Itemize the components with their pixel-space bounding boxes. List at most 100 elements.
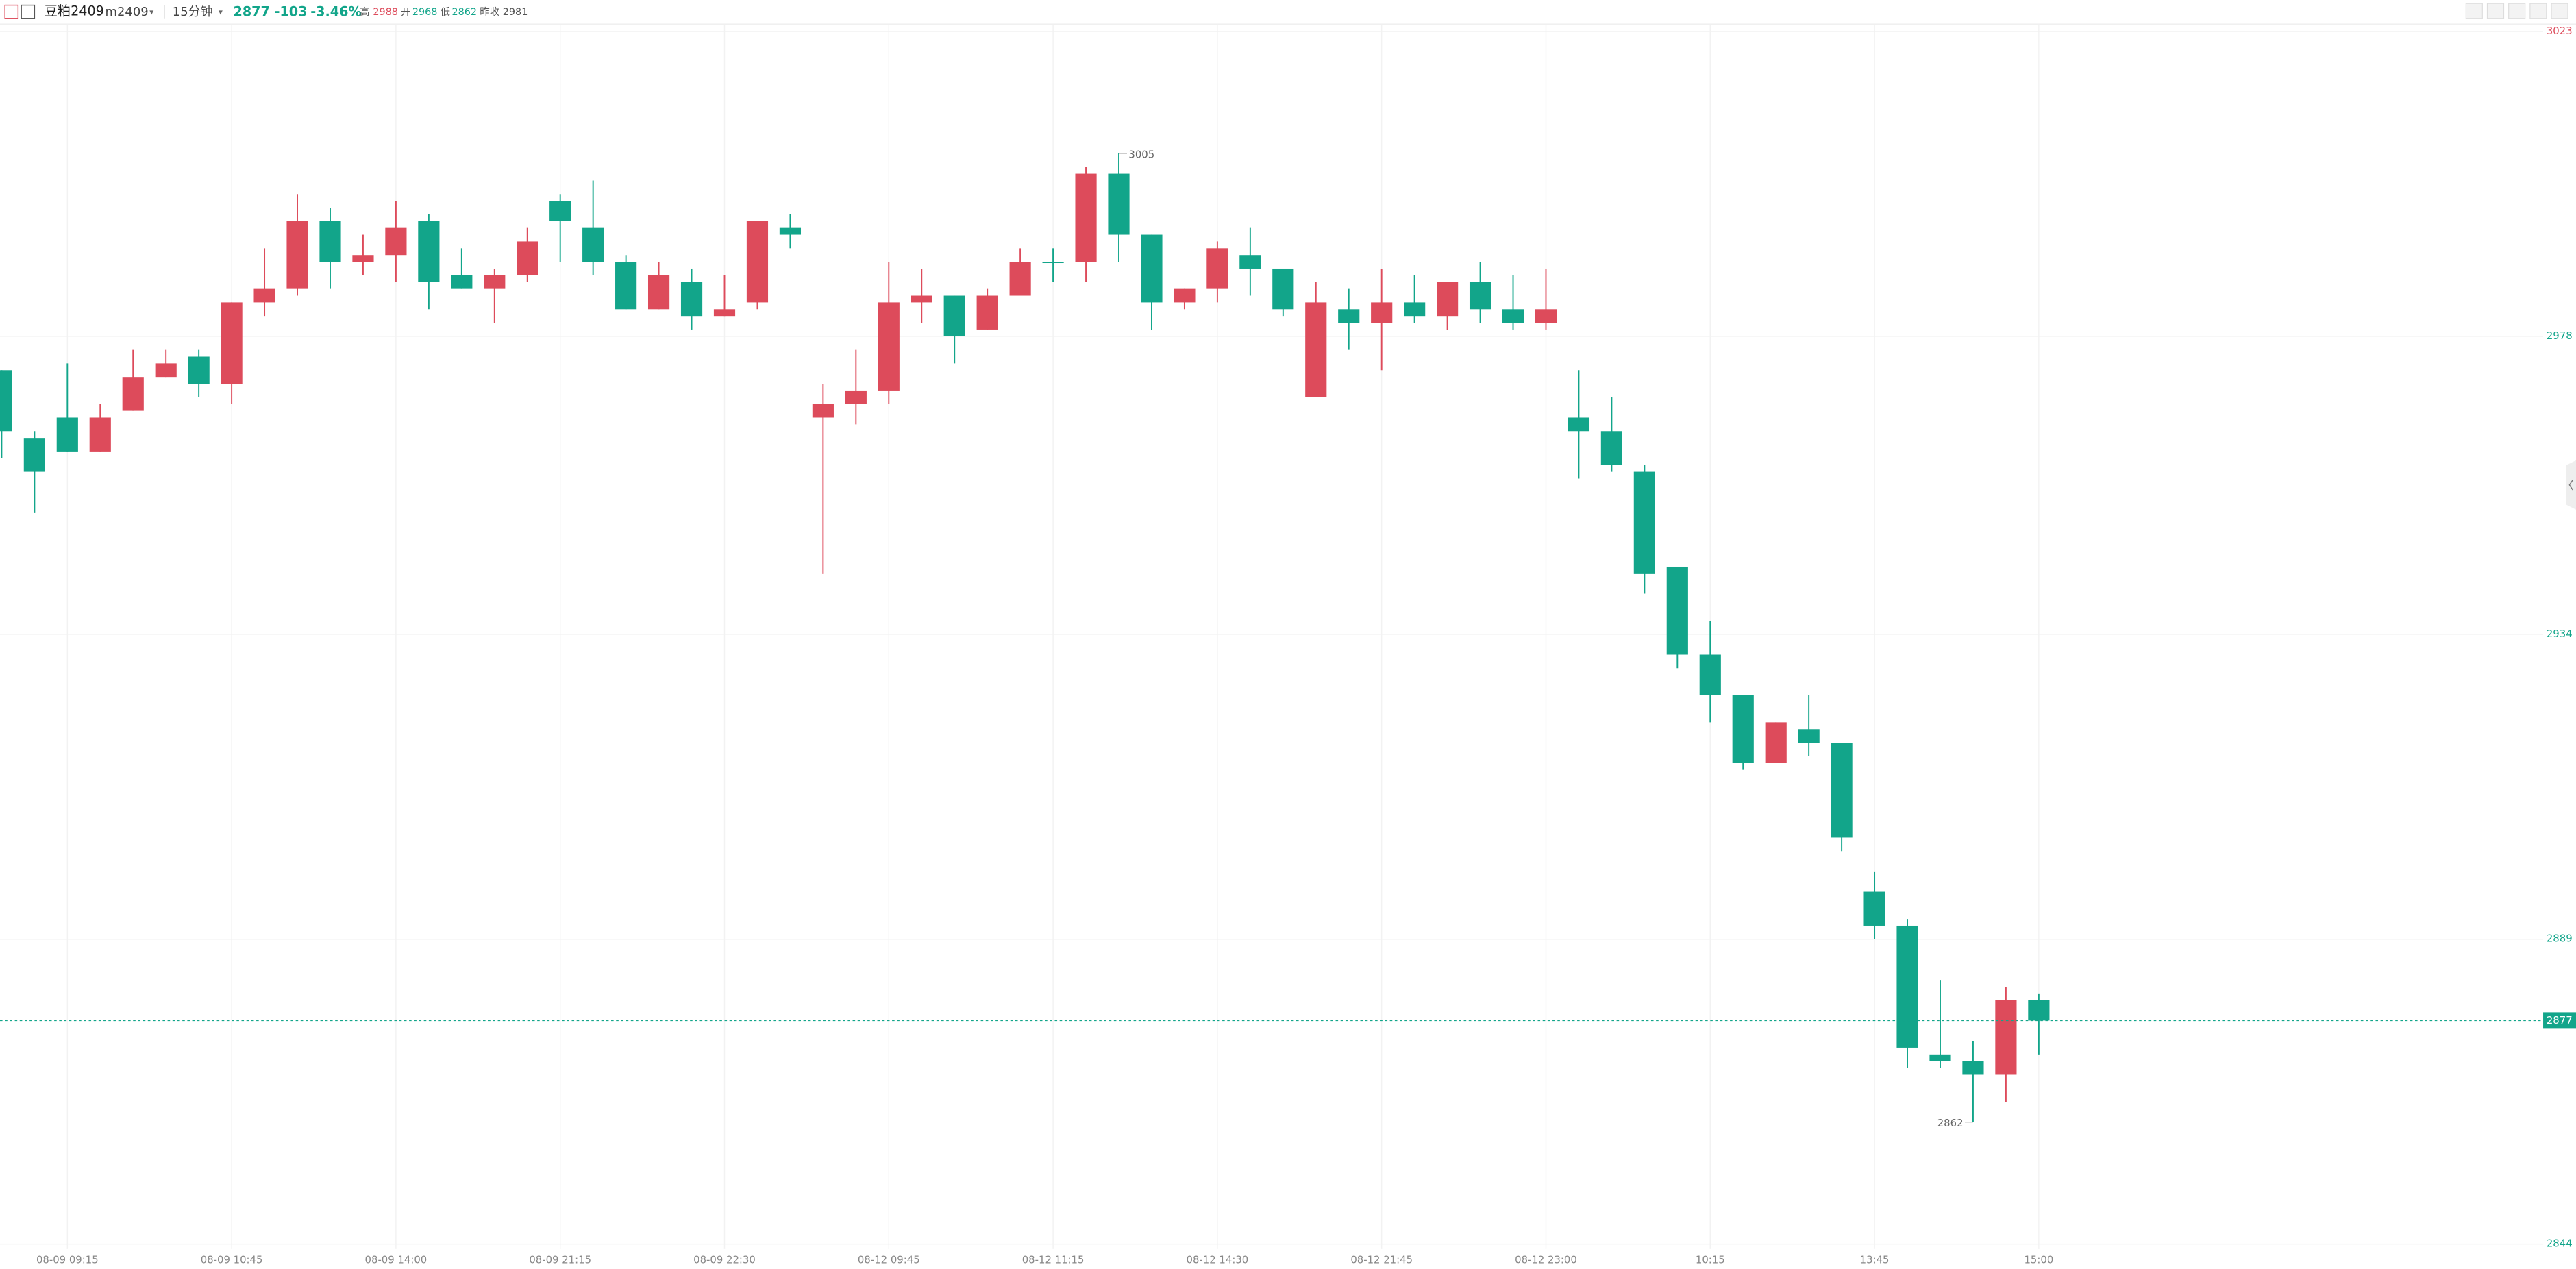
candle-body [1502, 309, 1524, 323]
period[interactable]: 15分钟 [173, 5, 213, 19]
stat-value: 2981 [503, 7, 528, 18]
candle-body [1732, 695, 1754, 763]
tool-button[interactable] [2508, 3, 2526, 19]
x-tick-label: 08-12 23:00 [1515, 1254, 1577, 1266]
candle-body [582, 227, 604, 262]
candle-body [286, 221, 308, 289]
candle-body [1371, 302, 1393, 323]
candle-body [845, 390, 867, 404]
candle-body [319, 221, 341, 262]
x-tick-label: 08-09 10:45 [201, 1254, 263, 1266]
stat-label: 低 [441, 6, 450, 18]
x-tick-label: 15:00 [2024, 1254, 2053, 1266]
candle-body [23, 438, 45, 472]
side-tab-arrow [2568, 480, 2573, 491]
last-price: 2877 [234, 3, 270, 19]
toolbar [2465, 3, 2568, 19]
candle-body [713, 309, 736, 317]
candle-body [1929, 1054, 1951, 1061]
candle-body [1896, 925, 1918, 1048]
stat-value: 2988 [373, 7, 398, 18]
candle-body [878, 302, 900, 391]
candle-body [517, 241, 538, 275]
y-tick-label: 2844 [2547, 1237, 2573, 1250]
tool-button[interactable] [2486, 3, 2505, 19]
candle-body [680, 282, 703, 317]
candle-body [1600, 431, 1622, 465]
icon[interactable] [21, 4, 36, 19]
candle-body [1239, 255, 1261, 269]
candle-body [1765, 722, 1787, 763]
candle-body [1141, 234, 1163, 303]
candle-body [418, 221, 440, 282]
candle-body [1995, 1000, 2017, 1075]
candle-body [56, 417, 78, 452]
low-marker: 2862 [1937, 1117, 1964, 1129]
dropdown-arrow[interactable]: ▾ [219, 7, 223, 16]
candle-body [221, 302, 243, 384]
candle-body [812, 404, 834, 418]
stat-label: 高 [360, 6, 369, 18]
side-tab[interactable] [2566, 460, 2576, 510]
dropdown-arrow[interactable]: ▾ [149, 7, 153, 16]
candle-body [1305, 302, 1327, 397]
candle-body [1666, 566, 1688, 655]
x-tick-label: 08-09 14:00 [365, 1254, 428, 1266]
change: -103 [274, 3, 307, 19]
candle-body [1206, 248, 1228, 289]
stat-value: 2862 [451, 7, 477, 18]
candle-body [1108, 173, 1130, 235]
candle-body [122, 377, 144, 411]
candle-body [1469, 282, 1491, 310]
stat-label: 昨收 [480, 6, 499, 18]
candle-body [2028, 1000, 2050, 1021]
tool-button[interactable] [2551, 3, 2568, 19]
last-price-box [2543, 1012, 2576, 1029]
candle-body [253, 288, 275, 303]
candle-body [1075, 173, 1097, 262]
code[interactable]: m2409 [105, 5, 148, 19]
y-tick-label: 2978 [2547, 330, 2573, 342]
candle-body [943, 295, 965, 336]
candle-body [549, 201, 571, 221]
change-pct: -3.46% [310, 3, 361, 19]
candle-body [1699, 654, 1721, 695]
candle-body [911, 295, 932, 303]
candle-body [1272, 268, 1294, 310]
candle-body [188, 356, 210, 384]
candle-body [451, 275, 473, 289]
symbol[interactable]: 豆粕2409 [45, 3, 104, 19]
candle-body [1568, 417, 1590, 432]
candle-body [385, 227, 407, 256]
candle-body [1174, 288, 1196, 303]
x-tick-label: 10:15 [1696, 1254, 1725, 1266]
x-tick-label: 08-12 11:15 [1022, 1254, 1085, 1266]
stat-value: 2968 [412, 7, 438, 18]
candle-body [1863, 891, 1885, 926]
x-tick-label: 08-09 22:30 [693, 1254, 756, 1266]
candle-body [1437, 282, 1459, 317]
icon[interactable] [4, 4, 19, 19]
candle-body [1404, 302, 1426, 317]
y-tick-label: 3023 [2547, 25, 2573, 37]
x-tick-label: 08-12 21:45 [1350, 1254, 1413, 1266]
last-price-label: 2877 [2547, 1014, 2573, 1026]
candle-body [352, 255, 374, 262]
x-tick-label: 13:45 [1860, 1254, 1890, 1266]
x-tick-label: 08-12 14:30 [1187, 1254, 1249, 1266]
candle-body [89, 417, 111, 452]
x-tick-label: 08-09 21:15 [529, 1254, 591, 1266]
stat-label: 开 [401, 7, 410, 18]
y-tick-label: 2889 [2547, 933, 2573, 945]
high-marker: 3005 [1128, 148, 1154, 160]
x-tick-label: 08-09 09:15 [36, 1254, 99, 1266]
candle-body [1798, 729, 1820, 743]
candle-body [615, 262, 637, 310]
candle-body [1962, 1061, 1984, 1075]
tool-button[interactable] [2465, 3, 2483, 19]
candle-body [1009, 262, 1031, 296]
tool-button[interactable] [2529, 3, 2547, 19]
candle-body [647, 275, 670, 310]
